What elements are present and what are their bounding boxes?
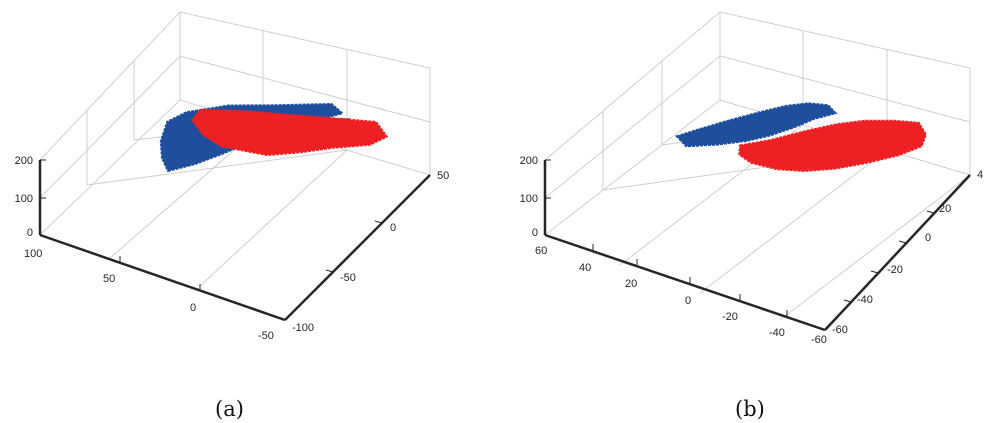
x-tick-labels-a: 100 50 0 -50 bbox=[24, 248, 274, 342]
y-tick-labels-b: 4 20 0 -20 -40 -60 bbox=[832, 169, 983, 336]
y-tick-label: 0 bbox=[925, 232, 931, 244]
y-tick-labels-a: 50 0 -50 -100 bbox=[292, 170, 449, 334]
caption-a: (a) bbox=[215, 397, 244, 421]
z-tick-label: 0 bbox=[532, 227, 538, 239]
x-tick-label: -50 bbox=[258, 330, 274, 342]
y-tick-label: -20 bbox=[887, 264, 903, 276]
y-tick-label: -40 bbox=[857, 294, 873, 306]
point-cloud-region bbox=[233, 120, 311, 132]
x-tick-label: 50 bbox=[103, 273, 115, 285]
z-tick-label: 0 bbox=[27, 227, 33, 239]
x-tick-labels-b: 60 40 20 0 -20 -40 -60 bbox=[535, 245, 827, 346]
x-tick-label: -40 bbox=[769, 327, 785, 339]
point-cloud-region bbox=[674, 102, 838, 148]
subplot-b: 200 100 0 60 40 20 0 -20 -40 -60 4 20 0 … bbox=[520, 11, 983, 421]
z-tick-label: 100 bbox=[15, 193, 33, 205]
subplot-a: 200 100 0 100 50 0 -50 50 0 -50 -100 (a) bbox=[15, 11, 449, 421]
x-tick-label: -20 bbox=[722, 311, 738, 323]
z-tick-label: 200 bbox=[520, 155, 538, 167]
axes-a bbox=[38, 159, 431, 322]
x-tick-label: 0 bbox=[190, 302, 196, 314]
z-tick-label: 100 bbox=[520, 193, 538, 205]
point-cloud-b bbox=[674, 102, 928, 173]
x-tick-label: -60 bbox=[811, 334, 827, 346]
x-tick-label: 20 bbox=[625, 278, 637, 290]
caption-b: (b) bbox=[735, 397, 765, 421]
point-cloud-region bbox=[191, 108, 389, 157]
box-grid-a bbox=[39, 11, 431, 321]
z-tick-labels-b: 200 100 0 bbox=[520, 155, 538, 239]
x-tick-label: 60 bbox=[535, 245, 547, 257]
z-tick-labels-a: 200 100 0 bbox=[15, 155, 33, 239]
y-tick-label: 4 bbox=[977, 169, 983, 181]
y-tick-label: 0 bbox=[390, 222, 396, 234]
x-tick-label: 100 bbox=[24, 248, 42, 260]
axes-b bbox=[543, 159, 971, 332]
y-tick-label: -60 bbox=[832, 324, 848, 336]
box-grid-b bbox=[544, 11, 971, 321]
y-tick-label: -100 bbox=[292, 322, 314, 334]
y-tick-label: 20 bbox=[939, 203, 951, 215]
x-tick-label: 40 bbox=[579, 262, 591, 274]
y-tick-label: 50 bbox=[437, 170, 449, 182]
point-cloud-a bbox=[159, 102, 389, 173]
x-tick-label: 0 bbox=[685, 295, 691, 307]
point-cloud-region bbox=[738, 119, 928, 173]
y-tick-label: -50 bbox=[340, 272, 356, 284]
z-tick-label: 200 bbox=[15, 155, 33, 167]
